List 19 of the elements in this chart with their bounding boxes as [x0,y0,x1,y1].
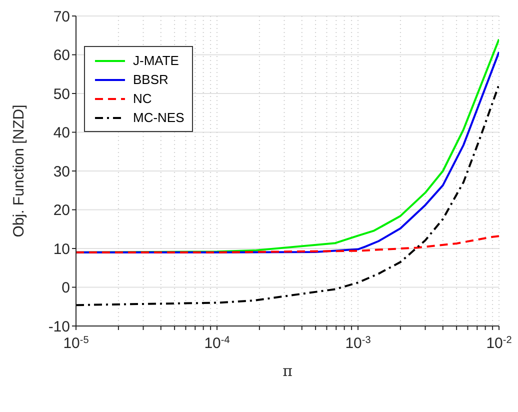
x-tick-label: 10$^{-3}$ [345,334,372,352]
y-tick-label: 30 [53,163,70,180]
legend-label: J-MATE [133,53,179,68]
y-tick-label: 60 [53,47,70,64]
y-tick-label: 10 [53,240,70,258]
legend-label: BBSR [133,72,168,87]
x-tick-label: 10$^{-5}$ [63,334,90,352]
y-tick-label: 0 [62,280,70,297]
x-axis-title: π [282,362,293,380]
legend-label: NC [133,91,152,106]
y-tick-label: -10 [48,318,70,336]
y-axis-title: Obj. Function [NZD] [10,104,28,238]
legend-label: MC-NES [133,110,184,125]
x-tick-label: 10$^{-4}$ [204,334,230,352]
x-tick-label: 10$^{-2}$ [486,334,512,352]
y-tick-label: 50 [53,86,70,103]
y-tick-label: 70 [53,8,70,26]
y-tick-label: 40 [53,124,70,142]
y-tick-label: 20 [53,202,70,220]
